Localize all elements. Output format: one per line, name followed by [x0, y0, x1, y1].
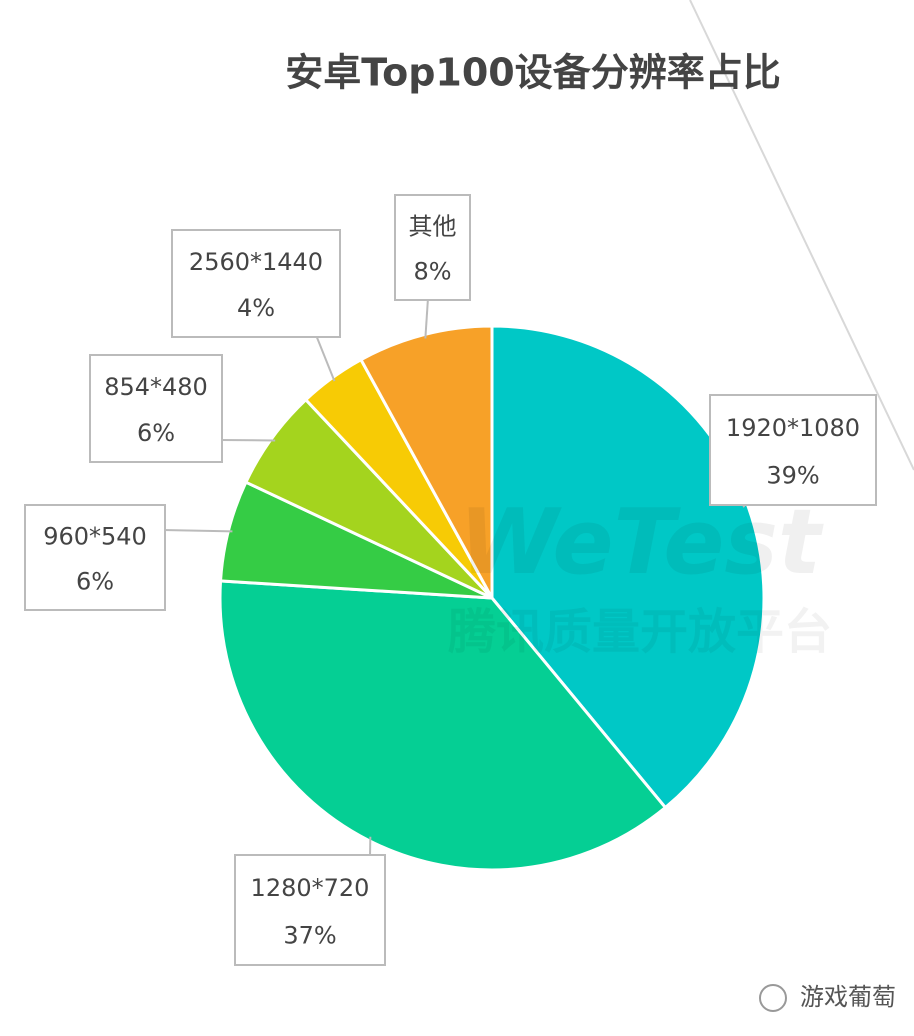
watermark: 腾讯质量开放平台	[448, 604, 832, 660]
callout-pointer	[162, 529, 233, 533]
slice-label: 1920*1080	[726, 414, 860, 442]
slice-label: 其他	[409, 213, 457, 241]
pie	[218, 324, 766, 872]
slice-value-label: 39%	[766, 461, 819, 489]
footer: 游戏葡萄	[800, 983, 896, 1011]
callout-pointer	[424, 297, 429, 339]
pie-slice	[358, 324, 494, 599]
slice-value-label: 6%	[76, 568, 114, 596]
slice-value-label: 37%	[283, 921, 336, 949]
watermark: WeTest	[459, 490, 824, 595]
slice-label: 960*540	[43, 523, 147, 551]
footer-icon	[759, 984, 787, 1012]
callout-pointer	[315, 334, 336, 382]
callout-box	[89, 354, 223, 463]
chart-title: 安卓Top100设备分辨率占比	[285, 51, 781, 95]
callout-box	[24, 504, 166, 611]
slice-value-label: 8%	[413, 258, 451, 286]
slice-value-label: 6%	[137, 419, 175, 447]
background-line	[689, 0, 914, 471]
callout-box	[234, 854, 386, 966]
slice-value-label: 4%	[237, 294, 275, 322]
slice-label: 854*480	[104, 373, 208, 401]
slice-label: 2560*1440	[189, 248, 323, 276]
callout-box	[171, 229, 341, 338]
pie-slice	[218, 579, 668, 872]
callout-box	[709, 394, 877, 506]
slice-label: 1280*720	[251, 874, 370, 902]
callout-box	[394, 194, 471, 301]
